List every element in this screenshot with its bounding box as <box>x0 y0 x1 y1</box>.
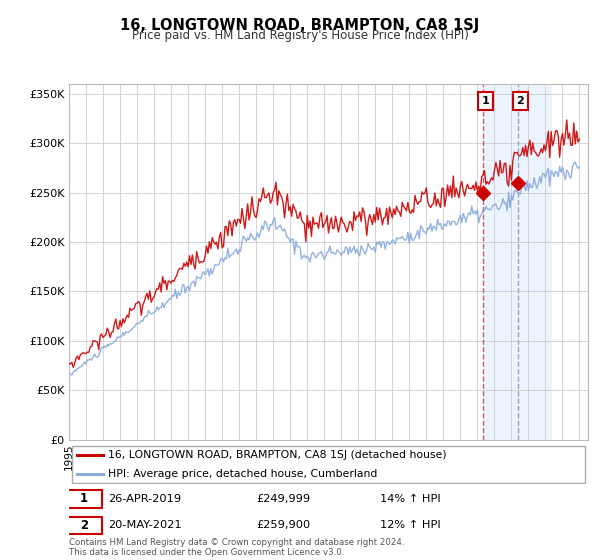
Text: Contains HM Land Registry data © Crown copyright and database right 2024.
This d: Contains HM Land Registry data © Crown c… <box>69 538 404 557</box>
Text: 1: 1 <box>482 96 489 106</box>
Text: 16, LONGTOWN ROAD, BRAMPTON, CA8 1SJ (detached house): 16, LONGTOWN ROAD, BRAMPTON, CA8 1SJ (de… <box>108 450 446 460</box>
Text: 12% ↑ HPI: 12% ↑ HPI <box>380 520 441 530</box>
Text: 2: 2 <box>517 96 524 106</box>
Text: 16, LONGTOWN ROAD, BRAMPTON, CA8 1SJ: 16, LONGTOWN ROAD, BRAMPTON, CA8 1SJ <box>121 18 479 33</box>
Text: 2: 2 <box>80 519 88 532</box>
Text: 26-APR-2019: 26-APR-2019 <box>108 494 181 504</box>
Text: 1: 1 <box>80 492 88 505</box>
FancyBboxPatch shape <box>67 490 101 508</box>
FancyBboxPatch shape <box>71 446 586 483</box>
Text: HPI: Average price, detached house, Cumberland: HPI: Average price, detached house, Cumb… <box>108 469 377 478</box>
Bar <box>483 84 552 440</box>
Text: 20-MAY-2021: 20-MAY-2021 <box>108 520 182 530</box>
Text: £249,999: £249,999 <box>256 494 310 504</box>
FancyBboxPatch shape <box>67 516 101 534</box>
Text: Price paid vs. HM Land Registry's House Price Index (HPI): Price paid vs. HM Land Registry's House … <box>131 29 469 42</box>
Text: £259,900: £259,900 <box>256 520 310 530</box>
Text: 14% ↑ HPI: 14% ↑ HPI <box>380 494 441 504</box>
